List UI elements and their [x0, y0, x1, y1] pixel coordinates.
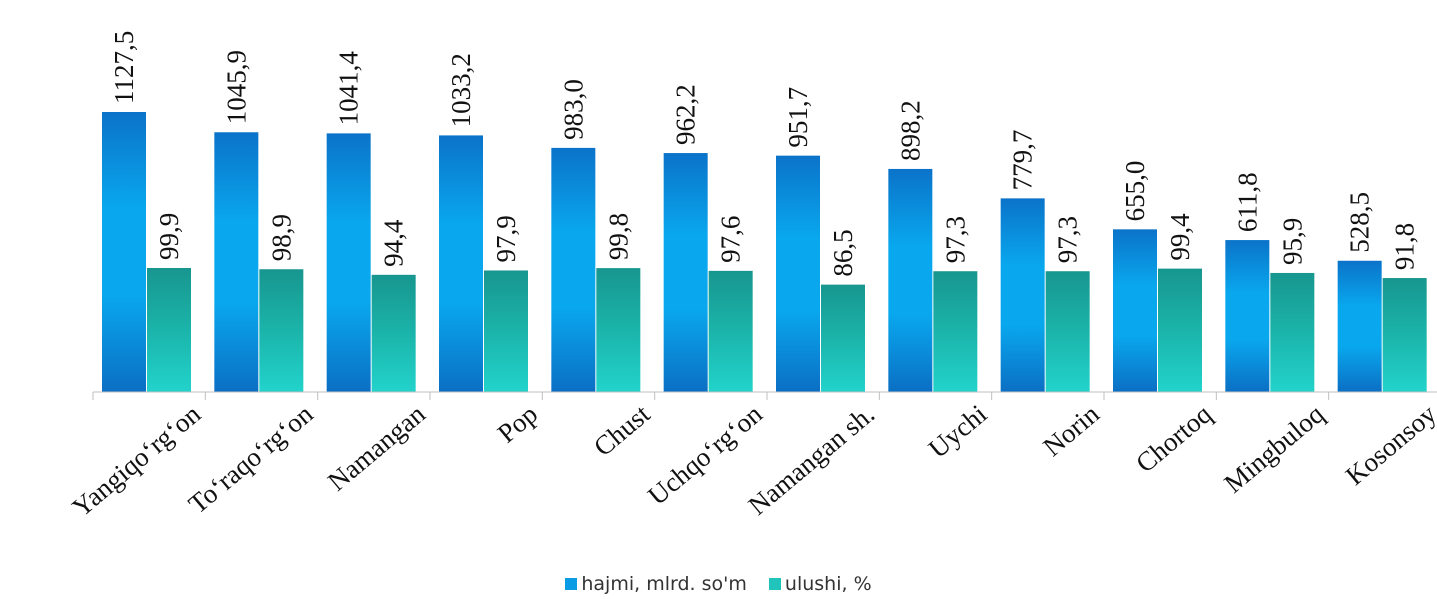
- bar-ulushi: [484, 270, 528, 392]
- bar-hajmi: [888, 168, 933, 392]
- data-label-hajmi: 1127,5: [109, 31, 139, 104]
- category-label: Pop: [492, 399, 543, 449]
- data-label-hajmi: 898,2: [895, 100, 925, 161]
- bar-ulushi: [147, 268, 191, 392]
- data-label-ulushi: 94,4: [379, 219, 409, 267]
- bar-hajmi: [1337, 260, 1382, 392]
- data-label-ulushi: 97,6: [716, 216, 746, 263]
- bar-hajmi: [1225, 240, 1270, 392]
- bar-hajmi: [326, 133, 371, 392]
- bar-hajmi: [102, 112, 146, 392]
- category-label: Yangiqo‘rg‘on: [66, 398, 206, 522]
- data-label-ulushi: 99,4: [1165, 213, 1195, 261]
- data-label-hajmi: 1033,2: [446, 53, 476, 127]
- legend-swatch-hajmi: [565, 578, 578, 590]
- data-label-hajmi: 655,0: [1120, 161, 1150, 222]
- bar-ulushi: [1045, 271, 1090, 392]
- legend-label-hajmi: hajmi, mlrd. so'm: [581, 573, 747, 595]
- bar-hajmi: [1000, 198, 1045, 392]
- data-label-hajmi: 1045,9: [221, 50, 251, 124]
- data-label-hajmi: 779,7: [1008, 130, 1038, 191]
- category-label: To‘raqo‘rg‘on: [183, 398, 319, 519]
- bar-ulushi: [1270, 272, 1315, 392]
- data-label-hajmi: 951,7: [783, 87, 813, 148]
- category-label: Chust: [588, 398, 656, 462]
- category-label: Uychi: [923, 399, 993, 464]
- bar-ulushi: [708, 270, 753, 392]
- data-label-ulushi: 99,8: [603, 213, 633, 260]
- bar-ulushi: [371, 274, 416, 392]
- bar-hajmi: [663, 153, 708, 392]
- category-label: Chortoq: [1130, 398, 1217, 478]
- category-label: Kosonsoy: [1340, 398, 1437, 491]
- bar-hajmi: [214, 132, 259, 393]
- bar-ulushi: [821, 284, 865, 392]
- data-label-ulushi: 99,9: [154, 213, 184, 260]
- legend-item-hajmi: hajmi, mlrd. so'm: [565, 573, 747, 595]
- legend-label-ulushi: ulushi, %: [784, 573, 872, 595]
- bar-hajmi: [439, 135, 483, 392]
- category-label: Namangan: [322, 398, 431, 496]
- category-label: Mingbuloq: [1218, 398, 1330, 498]
- legend: hajmi, mlrd. so'm ulushi, %: [0, 573, 1437, 595]
- data-label-ulushi: 98,9: [266, 214, 296, 261]
- bar-ulushi: [259, 269, 304, 392]
- data-label-hajmi: 962,2: [671, 84, 701, 145]
- data-label-hajmi: 528,5: [1345, 192, 1375, 253]
- bar-ulushi: [1382, 278, 1427, 392]
- data-label-ulushi: 97,9: [491, 215, 521, 262]
- bar-ulushi: [1158, 268, 1202, 392]
- bar-hajmi: [551, 147, 596, 392]
- data-label-ulushi: 97,3: [1053, 216, 1083, 263]
- legend-item-ulushi: ulushi, %: [768, 573, 872, 595]
- data-label-ulushi: 95,9: [1277, 218, 1307, 265]
- data-label-hajmi: 983,0: [558, 79, 588, 140]
- data-label-ulushi: 86,5: [828, 229, 858, 276]
- data-label-ulushi: 97,3: [940, 216, 970, 263]
- data-label-hajmi: 611,8: [1232, 172, 1262, 232]
- bar-hajmi: [776, 155, 820, 392]
- data-label-hajmi: 1041,4: [334, 51, 364, 126]
- data-label-ulushi: 91,8: [1390, 223, 1420, 270]
- bar-ulushi: [933, 271, 978, 392]
- bar-hajmi: [1113, 229, 1157, 392]
- legend-swatch-ulushi: [768, 578, 781, 590]
- category-label: Norin: [1037, 398, 1105, 462]
- bar-ulushi: [596, 268, 641, 392]
